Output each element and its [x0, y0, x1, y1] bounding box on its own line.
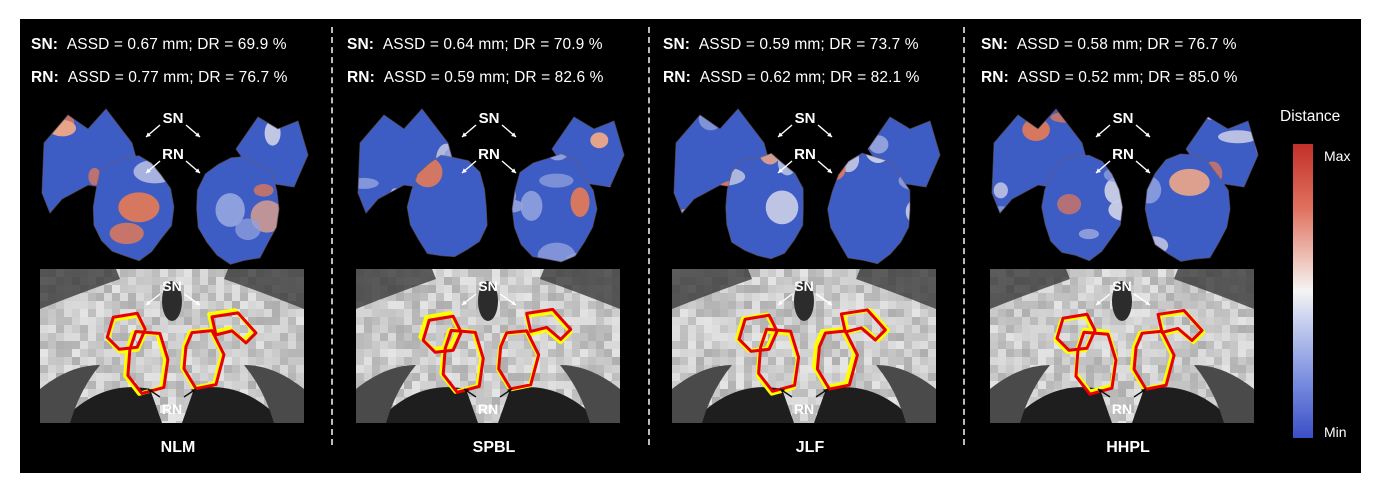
rn-metric-label: RN: [31, 69, 59, 86]
colorbar [1293, 144, 1313, 438]
sn-metric-value: ASSD = 0.58 mm; DR = 76.7 % [1016, 36, 1237, 53]
sn-metric: SN: ASSD = 0.67 mm; DR = 69.9 % [31, 36, 287, 54]
sn-metric: SN: ASSD = 0.59 mm; DR = 73.7 % [663, 36, 919, 54]
method-label: NLM [160, 439, 196, 456]
method-label: SPBL [472, 439, 516, 456]
sn-metric-value: ASSD = 0.59 mm; DR = 73.7 % [698, 36, 919, 53]
rn-metric-label: RN: [663, 69, 691, 86]
surface-render-3d: SN RN [28, 103, 318, 271]
sn-mri-label: SN [794, 278, 813, 294]
mri-slice: SN RN [990, 269, 1254, 423]
panel-divider [331, 27, 333, 445]
surface-render-svg: SN RN [41, 108, 309, 265]
sn-metric-label: SN: [981, 36, 1008, 53]
sn-metric-label: SN: [347, 36, 374, 53]
panel-nlm: SN: ASSD = 0.67 mm; DR = 69.9 % RN: ASSD… [20, 19, 336, 473]
method-label: JLF [795, 439, 825, 456]
sn-3d-label: SN [163, 110, 184, 127]
rn-3d-label: RN [162, 146, 184, 163]
panel-jlf: SN: ASSD = 0.59 mm; DR = 73.7 % RN: ASSD… [652, 19, 968, 473]
rn-metric: RN: ASSD = 0.62 mm; DR = 82.1 % [663, 69, 919, 87]
surface-render-svg: SN RN [991, 108, 1259, 262]
sn-3d-label: SN [795, 110, 816, 127]
legend-min-label: Min [1324, 424, 1347, 440]
mri-slice: SN RN [40, 269, 304, 423]
mri-slice-svg: SN RN [672, 269, 936, 423]
rn-metric: RN: ASSD = 0.77 mm; DR = 76.7 % [31, 69, 287, 87]
rn-metric: RN: ASSD = 0.59 mm; DR = 82.6 % [347, 69, 603, 87]
figure: SN: ASSD = 0.67 mm; DR = 69.9 % RN: ASSD… [20, 19, 1361, 473]
rn-3d-label: RN [478, 146, 500, 163]
mri-slice: SN RN [356, 269, 620, 423]
surface-render-3d: SN RN [660, 103, 950, 271]
sn-metric-value: ASSD = 0.67 mm; DR = 69.9 % [66, 36, 287, 53]
sn-metric-label: SN: [663, 36, 690, 53]
rn-metric-label: RN: [981, 69, 1009, 86]
method-label: HHPL [1106, 439, 1150, 456]
surface-render-svg: SN RN [357, 108, 625, 263]
panel-divider [963, 27, 965, 445]
legend-title: Distance [1280, 108, 1341, 125]
panel-hhpl: SN: ASSD = 0.58 mm; DR = 76.7 % RN: ASSD… [970, 19, 1286, 473]
sn-metric-value: ASSD = 0.64 mm; DR = 70.9 % [382, 36, 603, 53]
panel-spbl: SN: ASSD = 0.64 mm; DR = 70.9 % RN: ASSD… [336, 19, 652, 473]
mri-slice-svg: SN RN [356, 269, 620, 423]
legend-max-label: Max [1324, 148, 1351, 164]
surface-render-svg: SN RN [673, 108, 941, 265]
sn-mri-label: SN [478, 278, 497, 294]
rn-mri-label: RN [1112, 401, 1132, 417]
mri-slice-svg: SN RN [40, 269, 304, 423]
rn-metric-value: ASSD = 0.62 mm; DR = 82.1 % [699, 69, 920, 86]
mri-slice: SN RN [672, 269, 936, 423]
sn-3d-label: SN [479, 110, 500, 127]
sn-3d-label: SN [1113, 110, 1134, 127]
sn-metric-label: SN: [31, 36, 58, 53]
panel-divider [648, 27, 650, 445]
sn-mri-label: SN [162, 278, 181, 294]
rn-3d-label: RN [1112, 146, 1134, 163]
rn-mri-label: RN [162, 401, 182, 417]
rn-3d-label: RN [794, 146, 816, 163]
rn-metric: RN: ASSD = 0.52 mm; DR = 85.0 % [981, 69, 1237, 87]
rn-metric-value: ASSD = 0.59 mm; DR = 82.6 % [383, 69, 604, 86]
sn-metric: SN: ASSD = 0.58 mm; DR = 76.7 % [981, 36, 1237, 54]
rn-mri-label: RN [478, 401, 498, 417]
rn-metric-label: RN: [347, 69, 375, 86]
surface-render-3d: SN RN [978, 103, 1268, 271]
rn-metric-value: ASSD = 0.52 mm; DR = 85.0 % [1017, 69, 1238, 86]
surface-render-3d: SN RN [344, 103, 634, 271]
sn-mri-label: SN [1112, 278, 1131, 294]
mri-slice-svg: SN RN [990, 269, 1254, 423]
rn-metric-value: ASSD = 0.77 mm; DR = 76.7 % [67, 69, 288, 86]
distance-colorbar-legend: Distance Max Min [1280, 108, 1360, 448]
sn-metric: SN: ASSD = 0.64 mm; DR = 70.9 % [347, 36, 603, 54]
rn-mri-label: RN [794, 401, 814, 417]
